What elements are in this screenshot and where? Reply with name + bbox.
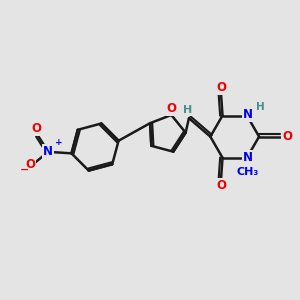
Text: +: + (55, 138, 62, 147)
Text: O: O (26, 158, 35, 171)
Text: O: O (216, 179, 226, 192)
Text: O: O (32, 122, 41, 136)
Text: N: N (242, 151, 253, 164)
Text: CH₃: CH₃ (236, 167, 259, 177)
Text: H: H (256, 102, 264, 112)
Text: O: O (282, 130, 292, 143)
Text: N: N (242, 108, 253, 122)
Text: O: O (167, 102, 177, 115)
Text: O: O (216, 81, 226, 94)
Text: −: − (20, 165, 29, 175)
Text: H: H (182, 105, 192, 115)
Text: N: N (43, 145, 53, 158)
